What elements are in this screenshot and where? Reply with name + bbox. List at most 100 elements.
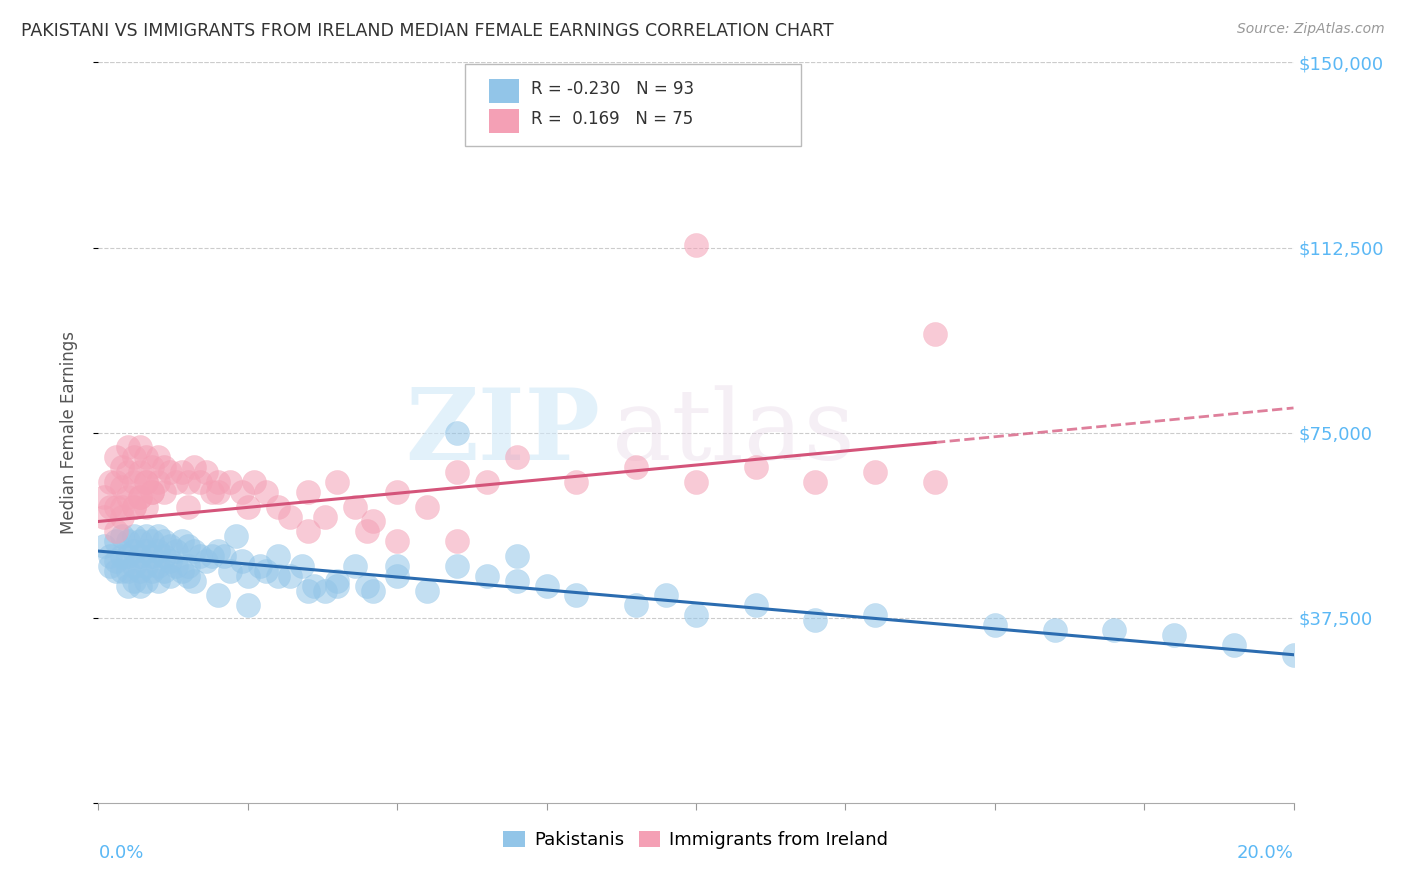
Point bbox=[267, 549, 290, 563]
FancyBboxPatch shape bbox=[465, 64, 801, 146]
Point bbox=[135, 574, 157, 588]
Point bbox=[148, 544, 170, 558]
Text: ZIP: ZIP bbox=[405, 384, 600, 481]
Point bbox=[201, 549, 224, 563]
Point bbox=[219, 564, 242, 578]
Point bbox=[117, 441, 139, 455]
Point bbox=[141, 460, 163, 475]
Point bbox=[267, 500, 290, 514]
Point bbox=[124, 500, 146, 514]
Point bbox=[297, 524, 319, 539]
Point bbox=[98, 558, 122, 573]
Point bbox=[148, 475, 170, 489]
Point bbox=[536, 579, 558, 593]
Point bbox=[207, 544, 229, 558]
Point bbox=[129, 534, 152, 549]
Point bbox=[105, 500, 128, 514]
Point bbox=[363, 583, 385, 598]
Point bbox=[1043, 623, 1066, 637]
Point bbox=[135, 558, 157, 573]
Point bbox=[745, 599, 768, 613]
Point bbox=[344, 558, 367, 573]
Point bbox=[183, 574, 205, 588]
Point bbox=[177, 539, 200, 553]
Point bbox=[565, 475, 588, 489]
Point bbox=[231, 554, 253, 568]
Point bbox=[475, 475, 498, 489]
Point bbox=[685, 475, 707, 489]
Point bbox=[93, 490, 115, 504]
Point bbox=[117, 534, 139, 549]
Point bbox=[129, 579, 152, 593]
Point bbox=[249, 558, 271, 573]
Point bbox=[177, 558, 200, 573]
Point bbox=[172, 465, 194, 479]
Point bbox=[326, 574, 349, 588]
Point bbox=[254, 484, 277, 499]
Point bbox=[117, 549, 139, 563]
Point bbox=[207, 484, 229, 499]
Point bbox=[135, 529, 157, 543]
Point bbox=[924, 326, 946, 341]
Point bbox=[111, 549, 134, 563]
Point bbox=[385, 534, 409, 549]
Point bbox=[129, 490, 152, 504]
Point bbox=[98, 500, 122, 514]
Point bbox=[153, 460, 176, 475]
Point bbox=[195, 465, 218, 479]
Point bbox=[804, 613, 827, 627]
Point bbox=[159, 568, 181, 582]
Point bbox=[207, 589, 229, 603]
Point bbox=[865, 465, 887, 479]
Point bbox=[212, 549, 235, 563]
Point bbox=[93, 539, 115, 553]
Point bbox=[1282, 648, 1305, 662]
Point bbox=[141, 484, 163, 499]
Point bbox=[183, 460, 205, 475]
Point bbox=[1163, 628, 1185, 642]
Point bbox=[655, 589, 678, 603]
Point bbox=[159, 554, 181, 568]
Point bbox=[98, 549, 122, 563]
Point bbox=[111, 564, 134, 578]
Point bbox=[153, 484, 176, 499]
Legend: Pakistanis, Immigrants from Ireland: Pakistanis, Immigrants from Ireland bbox=[496, 824, 896, 856]
Point bbox=[165, 558, 187, 573]
Point bbox=[446, 534, 468, 549]
Point bbox=[344, 500, 367, 514]
Point bbox=[385, 558, 409, 573]
Point bbox=[506, 574, 529, 588]
Point bbox=[153, 564, 176, 578]
Point bbox=[506, 549, 529, 563]
Point bbox=[172, 534, 194, 549]
Text: atlas: atlas bbox=[613, 384, 855, 481]
Point bbox=[243, 475, 266, 489]
Point bbox=[278, 568, 301, 582]
Point bbox=[207, 475, 229, 489]
Point bbox=[745, 460, 768, 475]
Point bbox=[236, 500, 259, 514]
Point bbox=[105, 475, 128, 489]
Point bbox=[124, 529, 146, 543]
Point bbox=[135, 450, 157, 465]
Point bbox=[506, 450, 529, 465]
Point bbox=[124, 475, 146, 489]
Point bbox=[356, 579, 378, 593]
Point bbox=[315, 583, 337, 598]
Point bbox=[201, 484, 224, 499]
Point bbox=[153, 549, 176, 563]
Point bbox=[924, 475, 946, 489]
Point bbox=[302, 579, 325, 593]
Point bbox=[177, 500, 200, 514]
Point bbox=[124, 544, 146, 558]
Point bbox=[297, 583, 319, 598]
Point bbox=[129, 465, 152, 479]
Point bbox=[135, 475, 157, 489]
Point bbox=[1223, 638, 1246, 652]
Point bbox=[148, 529, 170, 543]
Point bbox=[326, 475, 349, 489]
Point bbox=[446, 465, 468, 479]
Point bbox=[626, 599, 648, 613]
Text: 0.0%: 0.0% bbox=[98, 844, 143, 862]
Text: PAKISTANI VS IMMIGRANTS FROM IRELAND MEDIAN FEMALE EARNINGS CORRELATION CHART: PAKISTANI VS IMMIGRANTS FROM IRELAND MED… bbox=[21, 22, 834, 40]
